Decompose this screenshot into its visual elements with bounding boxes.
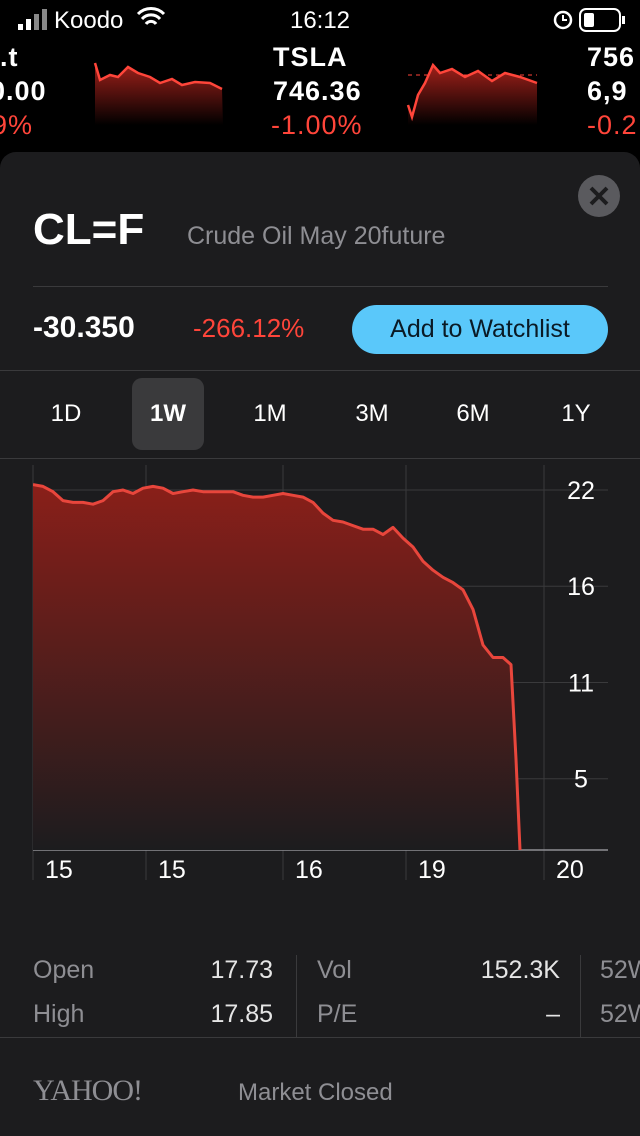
- plot-area: [33, 483, 522, 850]
- price-line: [33, 483, 522, 850]
- ticker-price: 746.36: [273, 76, 362, 106]
- quote-price: -30.350: [33, 311, 135, 344]
- stat-label: P/E: [317, 1000, 358, 1028]
- price-chart: 22 16 11 5 15 15 16 19 20: [32, 465, 608, 884]
- close-button[interactable]: [577, 174, 621, 218]
- y-tick-label: 16: [567, 573, 595, 601]
- range-tab[interactable]: 1W: [132, 378, 204, 450]
- x-tick-label: 15: [158, 856, 186, 884]
- y-tick-label: 5: [574, 766, 588, 794]
- stat-label: Vol: [317, 956, 352, 984]
- range-tab[interactable]: 1M: [253, 400, 287, 427]
- price-area: [33, 484, 520, 850]
- ticker-symbol[interactable]: .t: [0, 42, 19, 72]
- ticker-change: -0.2: [587, 110, 638, 140]
- divider: [33, 286, 608, 287]
- watchlist-button[interactable]: Add to Watchlist: [352, 305, 608, 354]
- divider: [0, 370, 640, 371]
- stat-value: –: [546, 1000, 560, 1028]
- y-tick-label: 11: [568, 669, 594, 697]
- stat-value: 17.73: [210, 956, 273, 984]
- ticker-sparklines: [93, 62, 538, 125]
- x-tick-label: 16: [295, 856, 323, 884]
- ticker-symbol[interactable]: TSLA: [273, 42, 348, 72]
- x-tick-label: 20: [556, 856, 584, 884]
- yahoo-logo[interactable]: YAHOO!: [33, 1074, 143, 1107]
- stat-value: 152.3K: [480, 956, 560, 984]
- range-tab[interactable]: 1Y: [561, 400, 591, 427]
- divider: [0, 458, 640, 459]
- quote-name: Crude Oil May 20future: [187, 222, 446, 250]
- range-tab[interactable]: 6M: [456, 400, 490, 427]
- stat-label: 52W: [600, 1000, 640, 1028]
- ticker-change: -1.00%: [271, 110, 363, 140]
- range-tabs: 1D 1W 1M 3M 6M 1Y: [0, 378, 640, 450]
- ticker-price: 6,9: [587, 76, 628, 106]
- y-tick-label: 22: [567, 477, 595, 505]
- x-tick-label: 15: [45, 856, 73, 884]
- status-icons: [18, 7, 625, 32]
- divider: [580, 955, 581, 1037]
- quote-change: -266.12%: [193, 313, 305, 343]
- stat-label: 52W: [600, 956, 640, 984]
- range-tab[interactable]: 3M: [355, 400, 389, 427]
- clock: 16:12: [289, 7, 351, 34]
- stat-label: Open: [33, 956, 95, 984]
- quote-symbol: CL=F: [33, 205, 145, 254]
- ticker-symbol[interactable]: 756: [587, 42, 636, 72]
- divider: [0, 1037, 640, 1038]
- carrier: Koodo: [54, 7, 124, 34]
- ticker-change: 9%: [0, 110, 34, 140]
- x-tick-label: 19: [418, 856, 446, 884]
- ticker-price: 0.00: [0, 76, 47, 106]
- range-tab[interactable]: 1D: [50, 400, 82, 427]
- stat-label: High: [33, 1000, 85, 1028]
- stat-value: 17.85: [210, 1000, 273, 1028]
- market-status: Market Closed: [238, 1079, 393, 1106]
- divider: [296, 955, 297, 1037]
